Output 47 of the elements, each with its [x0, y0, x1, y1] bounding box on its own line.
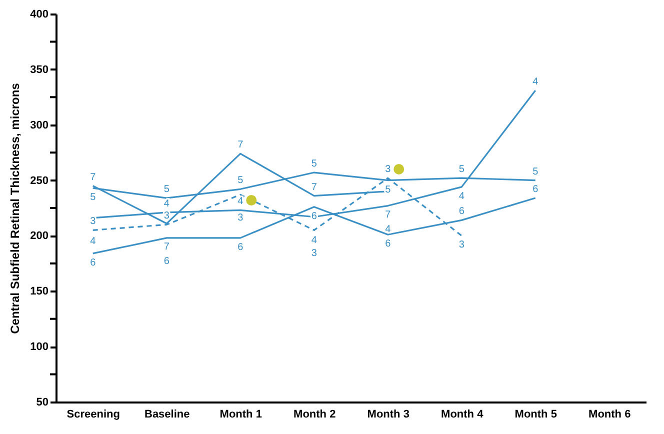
- y-tick-label: 50: [36, 396, 48, 408]
- text: 4: [311, 234, 317, 246]
- y-tick-label: 350: [30, 64, 48, 76]
- x-tick-label: Baseline: [144, 408, 190, 420]
- text: 7: [164, 242, 170, 253]
- text: 7: [238, 140, 244, 151]
- series-label: 7: [311, 182, 318, 193]
- x-tick-label: Month 1: [220, 408, 262, 420]
- x-tick-label: Screening: [66, 408, 120, 420]
- text: 5: [311, 158, 317, 170]
- text: 3: [385, 164, 391, 176]
- text: 3: [311, 248, 317, 260]
- text: 4: [458, 190, 464, 202]
- y-tick-label: 300: [30, 119, 48, 132]
- y-axis-title: Central Subfield Retinal Thickness, microns: [8, 82, 22, 334]
- x-tick-label: Month 3: [367, 408, 410, 420]
- y-tick-label: 200: [30, 230, 48, 242]
- x-tick-label: Month 2: [294, 408, 336, 420]
- text: 5: [164, 184, 170, 196]
- y-tick-label: 250: [30, 174, 48, 187]
- text: 3: [90, 216, 96, 228]
- text: 7: [385, 209, 391, 220]
- x-tick-label: Month 6: [588, 408, 631, 420]
- text: 6: [90, 257, 96, 268]
- x-tick-label: Month 5: [514, 408, 557, 420]
- x-tick-label: Month 4: [441, 408, 484, 420]
- series-label: 4: [164, 198, 170, 210]
- y-tick-label: 400: [30, 8, 48, 20]
- series-label: 6: [458, 206, 465, 218]
- text: 4: [238, 196, 244, 208]
- series-label: 5: [238, 175, 244, 186]
- text: 6: [385, 238, 391, 250]
- y-tick-label: 100: [30, 341, 48, 354]
- text: 7: [90, 172, 96, 183]
- text: 5: [90, 192, 96, 204]
- text: 5: [458, 164, 464, 176]
- text: 6: [164, 256, 170, 267]
- text: 4: [385, 224, 391, 235]
- text: 3: [238, 212, 244, 224]
- text: 4: [532, 76, 538, 88]
- text: 4: [90, 236, 96, 247]
- text: 6: [238, 242, 244, 253]
- text: 5: [532, 166, 538, 178]
- text: 5: [385, 184, 391, 196]
- text: 6: [532, 184, 538, 196]
- text: 3: [458, 240, 464, 251]
- y-tick-label: 150: [30, 286, 48, 298]
